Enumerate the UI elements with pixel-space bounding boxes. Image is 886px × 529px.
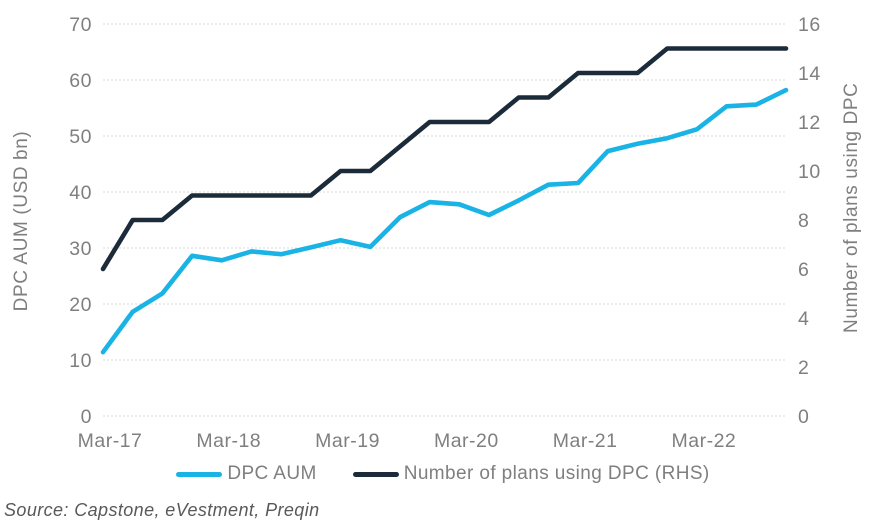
- y-right-tick-label: 6: [798, 259, 809, 281]
- x-tick-label: Mar-21: [553, 430, 618, 452]
- series-line-dpc-aum: [100, 87, 789, 355]
- x-tick-label: Mar-19: [315, 430, 380, 452]
- legend-label-plans: Number of plans using DPC (RHS): [403, 463, 710, 484]
- y-left-tick-label: 30: [69, 238, 92, 260]
- y-right-tick-label: 0: [798, 406, 809, 428]
- y-axis-right-title: Number of plans using DPC: [841, 82, 862, 334]
- x-axis-tick-labels: Mar-17 Mar-18 Mar-19 Mar-20 Mar-21 Mar-22: [78, 430, 737, 452]
- y-right-tick-label: 12: [798, 112, 821, 134]
- y-right-tick-label: 14: [798, 63, 821, 85]
- series-lines: [100, 46, 789, 355]
- legend: DPC AUM Number of plans using DPC (RHS): [0, 463, 886, 485]
- x-tick-label: Mar-20: [434, 430, 499, 452]
- y-axis-left-tick-labels: 0 10 20 30 40 50 60 70: [69, 14, 92, 428]
- y-left-tick-label: 20: [69, 294, 92, 316]
- source-note: Source: Capstone, eVestment, Preqin: [4, 500, 320, 520]
- legend-line-swatch-navy-icon: [352, 471, 399, 477]
- y-right-tick-label: 2: [798, 357, 809, 379]
- y-left-tick-label: 60: [69, 70, 92, 92]
- y-left-tick-label: 40: [69, 182, 92, 204]
- legend-item-plans: Number of plans using DPC (RHS): [352, 463, 710, 485]
- x-tick-label: Mar-22: [672, 430, 737, 452]
- y-right-tick-label: 4: [798, 308, 809, 330]
- y-axis-right-tick-labels: 0 2 4 6 8 10 12 14 16: [798, 14, 821, 428]
- y-left-tick-label: 10: [69, 350, 92, 372]
- legend-line-swatch-cyan-icon: [176, 471, 223, 477]
- gridlines: [103, 23, 786, 417]
- y-left-tick-label: 0: [81, 406, 92, 428]
- legend-label-dpc-aum: DPC AUM: [227, 463, 317, 484]
- x-tick-label: Mar-17: [78, 430, 143, 452]
- series-line-plans: [100, 46, 789, 272]
- y-right-tick-label: 16: [798, 14, 821, 36]
- y-axis-left-title: DPC AUM (USD bn): [11, 130, 32, 312]
- legend-item-dpc-aum: DPC AUM: [176, 463, 316, 485]
- y-right-tick-label: 8: [798, 210, 809, 232]
- x-tick-label: Mar-18: [196, 430, 261, 452]
- y-right-tick-label: 10: [798, 161, 821, 183]
- y-left-tick-label: 50: [69, 126, 92, 148]
- y-left-tick-label: 70: [69, 14, 92, 36]
